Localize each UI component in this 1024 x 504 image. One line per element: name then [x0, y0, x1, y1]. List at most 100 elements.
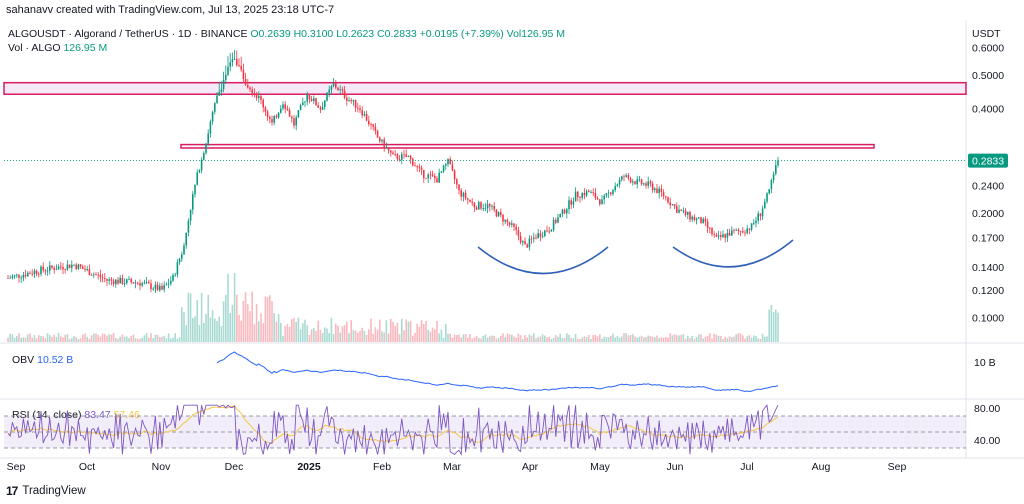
volume-bar	[577, 338, 579, 342]
volume-bar	[253, 324, 256, 342]
volume-bar	[434, 329, 436, 342]
volume-bar	[680, 334, 682, 342]
time-tick-label: 2025	[297, 461, 321, 473]
candle-body	[370, 124, 372, 125]
volume-bar	[33, 335, 36, 342]
candle-body	[438, 172, 440, 183]
candle-body	[629, 178, 632, 183]
volume-bar	[79, 338, 82, 342]
candle-body	[684, 210, 687, 215]
candle-body	[775, 165, 777, 174]
candle-body	[515, 226, 517, 231]
volume-bar	[720, 335, 722, 342]
candle-body	[753, 223, 755, 224]
candle-body	[605, 193, 608, 196]
volume-bar	[513, 336, 515, 342]
volume-bar	[618, 337, 621, 342]
volume-bar	[288, 326, 291, 342]
volume-bar	[335, 323, 337, 342]
volume-bar	[209, 317, 212, 342]
obv-line	[216, 351, 779, 393]
volume-bar	[42, 336, 44, 342]
candle-body	[623, 176, 625, 178]
candle-body	[71, 264, 73, 268]
candle-body	[456, 179, 458, 185]
volume-bar	[726, 338, 729, 342]
volume-bar	[97, 334, 99, 342]
candle-body	[777, 160, 779, 166]
volume-bar	[346, 321, 348, 342]
volume-bar	[174, 333, 176, 342]
volume-bar	[753, 335, 755, 342]
volume-bar	[137, 338, 139, 342]
candle-body	[682, 210, 685, 212]
volume-bar	[101, 333, 104, 342]
candle-body	[469, 199, 471, 202]
volume-bar	[145, 333, 148, 342]
candle-body	[442, 165, 445, 172]
candle-body	[464, 192, 467, 199]
candle-body	[693, 216, 696, 221]
volume-bar	[390, 318, 392, 342]
candle-body	[266, 111, 269, 117]
volume-bar	[205, 313, 207, 342]
volume-bar	[638, 336, 641, 342]
volume-bar	[445, 324, 447, 342]
volume-bar	[40, 336, 42, 342]
volume-bar	[361, 327, 363, 342]
volume-bar	[656, 335, 658, 342]
candle-body	[748, 228, 751, 230]
volume-bar	[709, 333, 711, 342]
candle-body	[618, 179, 621, 185]
volume-bar	[750, 337, 753, 342]
candle-body	[141, 283, 143, 286]
volume-bar	[660, 337, 663, 342]
volume-bar	[348, 333, 350, 342]
candle-body	[524, 241, 526, 245]
candle-body	[68, 264, 71, 268]
volume-bar	[603, 336, 605, 342]
candle-body	[97, 274, 99, 276]
volume-bar	[189, 293, 192, 342]
volume-bar	[528, 334, 531, 342]
candle-body	[57, 266, 60, 270]
volume-bar	[192, 318, 194, 342]
volume-bar	[183, 311, 185, 342]
candle-body	[196, 172, 198, 185]
volume-bar	[526, 337, 528, 342]
candle-body	[291, 116, 293, 119]
volume-bar	[601, 338, 603, 342]
candle-body	[286, 108, 289, 111]
candle-body	[20, 277, 22, 279]
volume-bar	[590, 338, 592, 342]
candle-body	[671, 204, 674, 206]
volume-bar	[35, 338, 38, 342]
candle-body	[394, 154, 396, 156]
volume-bar	[163, 335, 165, 342]
volume-bar	[112, 333, 115, 342]
time-tick-label: May	[590, 461, 611, 473]
candle-body	[528, 238, 531, 248]
candle-body	[167, 283, 170, 285]
volume-bar	[264, 296, 267, 342]
candle-body	[425, 177, 427, 179]
volume-bar	[225, 294, 227, 342]
candle-body	[440, 171, 443, 173]
candle-body	[640, 179, 643, 185]
candle-body	[726, 232, 729, 238]
volume-bar	[354, 330, 357, 342]
volume-bar	[506, 333, 509, 342]
candle-body	[126, 279, 128, 284]
candle-body	[585, 190, 588, 196]
volume-label: Vol · ALGO	[8, 42, 61, 54]
candle-body	[638, 179, 641, 181]
volume-bar	[271, 301, 273, 342]
volume-bar	[394, 326, 396, 342]
candle-body	[574, 191, 577, 202]
candle-body	[172, 275, 174, 281]
volume-bar	[211, 310, 214, 342]
tradingview-footer[interactable]: 17 TradingView	[6, 484, 86, 498]
resistance-zones	[3, 81, 967, 149]
candle-body	[561, 209, 564, 214]
